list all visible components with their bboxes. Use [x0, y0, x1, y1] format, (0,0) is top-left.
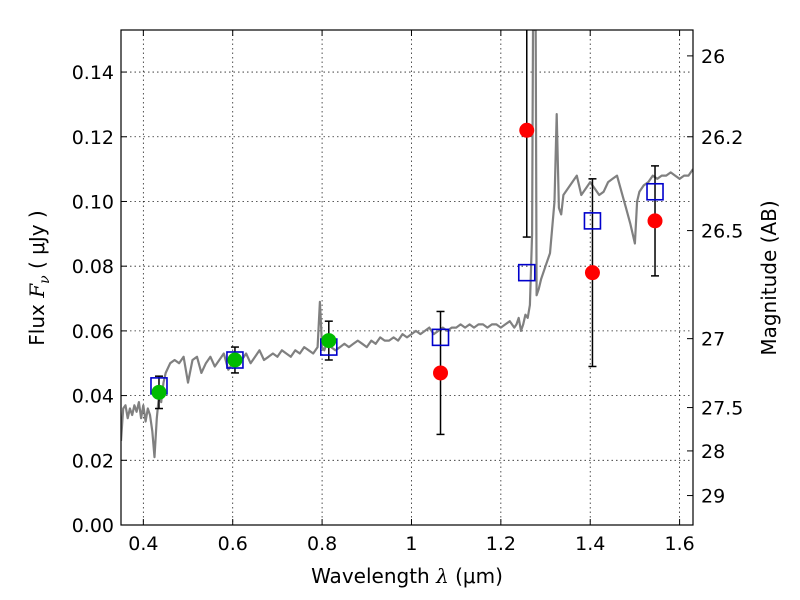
y2-tick-label: 29 [701, 486, 725, 508]
axes-ticks: 0.4 0.6 0.8 1 1.2 1.4 1.6 0.00 0.02 0.04 0.06 0.08 0… [72, 30, 743, 555]
grid [121, 30, 693, 526]
x-tick-label: 1.2 [486, 533, 516, 555]
x-tick-label: 0.4 [128, 533, 158, 555]
y2-tick-label: 26.5 [701, 221, 743, 243]
y2-tick-label: 28 [701, 441, 725, 463]
plot-frame [120, 29, 694, 526]
model-flux-square [431, 328, 450, 347]
model-flux-square [583, 212, 602, 230]
red-data-point [519, 122, 535, 138]
y-tick-label: 0.10 [72, 191, 114, 213]
x-tick-label: 1.4 [575, 533, 605, 555]
x-tick-label: 1.6 [664, 533, 694, 555]
y-axis-symbol: F [25, 283, 49, 299]
y2-tick-label: 27 [701, 329, 725, 351]
model-spectrum-line [121, 30, 693, 459]
model-flux-square [226, 351, 244, 369]
model-flux-square [517, 263, 536, 282]
x-axis-label: Wavelength λ (μm) [311, 564, 503, 588]
y-axis-unit: ( μJy ) [25, 210, 49, 269]
x-axis-symbol: λ [435, 564, 449, 588]
red-data-point [433, 365, 449, 381]
x-axis-unit: (μm) [455, 564, 503, 588]
y-tick-label: 0.04 [72, 386, 114, 408]
green-data-point [151, 384, 167, 400]
y-axis-label: Flux Fν ( μJy ) [25, 210, 53, 345]
x-tick-label: 0.6 [218, 533, 248, 555]
green-data-point [227, 352, 243, 368]
y-tick-label: 0.08 [72, 256, 114, 278]
y-tick-label: 0.14 [72, 62, 114, 84]
green-data-point [321, 333, 337, 349]
y-tick-label: 0.12 [72, 127, 114, 149]
plot-area [121, 30, 693, 459]
x-tick-label: 0.8 [307, 533, 337, 555]
y2-tick-label: 26.2 [701, 127, 743, 149]
y-tick-label: 0.06 [72, 321, 114, 343]
y-tick-label: 0.02 [72, 450, 114, 472]
y2-tick-label: 27.5 [701, 398, 743, 420]
y-axis-subscript: ν [37, 275, 53, 284]
red-data-point [647, 213, 663, 229]
red-data-point [584, 265, 600, 281]
y-tick-label: 0.00 [72, 515, 114, 537]
x-tick-label: 1 [405, 533, 417, 555]
model-flux-square [646, 182, 664, 201]
y2-axis-label: Magnitude (AB) [757, 200, 781, 355]
y2-tick-label: 26 [701, 46, 725, 68]
